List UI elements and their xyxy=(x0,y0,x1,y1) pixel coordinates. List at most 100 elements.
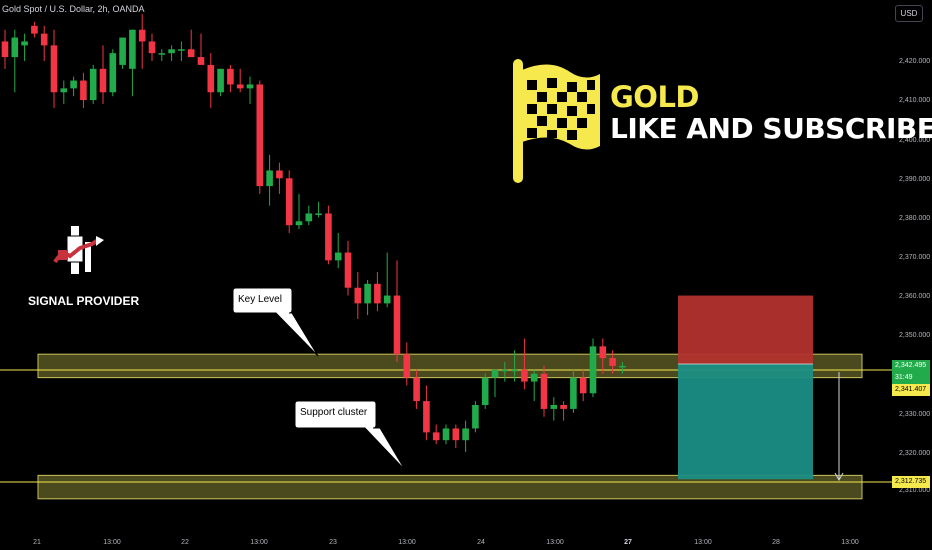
candle-body xyxy=(413,377,420,402)
price-tick: 2,420.000 xyxy=(899,58,931,65)
price-tick: 2,310.000 xyxy=(899,487,931,494)
candle-body xyxy=(472,405,479,429)
candle-body xyxy=(168,49,175,54)
candle-body xyxy=(315,213,322,215)
candle-body xyxy=(187,49,195,58)
time-label: 13:00 xyxy=(398,539,416,546)
candle-body xyxy=(21,41,28,46)
short-position-tool[interactable] xyxy=(678,295,813,480)
price-tick: 2,400.000 xyxy=(899,137,931,144)
time-label: 13:00 xyxy=(546,539,564,546)
price-tick: 2,330.000 xyxy=(899,411,931,418)
support-cluster-callout[interactable] xyxy=(294,400,406,471)
stop-loss-zone xyxy=(678,295,813,364)
candle-body xyxy=(619,365,626,368)
candle-body xyxy=(285,178,293,226)
candle-body xyxy=(550,405,558,409)
candle-body xyxy=(70,80,77,89)
bar-countdown-tag: 31:49 xyxy=(892,372,930,384)
candle-body xyxy=(276,170,283,179)
candle-body xyxy=(364,283,371,304)
candle-body xyxy=(80,80,87,101)
candle-body xyxy=(423,401,430,433)
time-label: 21 xyxy=(33,539,41,546)
candle-body xyxy=(325,213,332,261)
price-tick: 2,350.000 xyxy=(899,332,931,339)
candle-body xyxy=(227,68,234,85)
checkered-flag-icon xyxy=(513,59,600,183)
price-tick: 2,410.000 xyxy=(899,97,931,104)
candle-body xyxy=(462,428,469,441)
candle-body xyxy=(119,37,126,65)
time-label: 22 xyxy=(181,539,189,546)
candle-body xyxy=(344,252,352,288)
candle-body xyxy=(393,295,401,355)
candle-body xyxy=(511,369,518,372)
candle-body xyxy=(579,377,587,394)
candle-body xyxy=(609,358,616,366)
candle-body xyxy=(207,64,215,93)
candle-body xyxy=(530,373,538,382)
time-label: 13:00 xyxy=(694,539,712,546)
zones-layer xyxy=(0,353,892,500)
take-profit-zone xyxy=(678,363,813,480)
time-label: 24 xyxy=(477,539,485,546)
candle-body xyxy=(60,88,68,93)
candle-body xyxy=(236,84,244,89)
time-label: 27 xyxy=(624,539,632,546)
time-label: 28 xyxy=(772,539,780,546)
candle-body xyxy=(570,377,577,409)
candle-body xyxy=(491,369,499,378)
symbol-title: Gold Spot / U.S. Dollar, 2h, OANDA xyxy=(2,4,145,14)
price-tick: 2,380.000 xyxy=(899,215,931,222)
price-tick: 2,370.000 xyxy=(899,254,931,261)
time-label: 23 xyxy=(329,539,337,546)
candle-body xyxy=(295,221,303,226)
candle-body xyxy=(501,369,509,372)
candle-body xyxy=(442,428,450,441)
currency-button[interactable]: USD xyxy=(895,5,923,22)
current-price-tag: 2,342.495 xyxy=(892,360,930,372)
candle-body xyxy=(540,373,548,409)
candle-body xyxy=(178,49,185,51)
time-label: 13:00 xyxy=(250,539,268,546)
candle-body xyxy=(256,84,264,187)
candle-body xyxy=(109,53,117,93)
candle-body xyxy=(334,252,342,261)
price-tick: 2,390.000 xyxy=(899,176,931,183)
candle-body xyxy=(11,37,19,58)
target-arrow xyxy=(834,372,844,482)
candle-body xyxy=(197,57,205,65)
candle-body xyxy=(217,68,224,93)
candle-body xyxy=(374,283,381,304)
candle-body xyxy=(521,369,528,382)
candle-body xyxy=(383,295,391,304)
candle-body xyxy=(354,287,362,304)
candles-layer xyxy=(1,14,626,452)
time-label: 13:00 xyxy=(103,539,121,546)
candle-body xyxy=(158,53,166,55)
candle-body xyxy=(129,29,136,69)
time-label: 13:00 xyxy=(841,539,859,546)
candle-body xyxy=(560,405,567,409)
candle-body xyxy=(481,377,489,405)
candle-body xyxy=(452,428,460,441)
call-to-action: LIKE AND SUBSCRIBE! xyxy=(610,112,932,145)
candle-body xyxy=(599,346,607,359)
candle-body xyxy=(266,170,273,187)
candle-body xyxy=(31,25,38,34)
candle-body xyxy=(305,213,313,222)
candle-body xyxy=(40,33,48,46)
signal-provider-logo-icon xyxy=(53,226,104,274)
candle-body xyxy=(246,84,254,89)
support-price-tag: 2,312.735 xyxy=(892,476,930,488)
support-cluster-label: Support cluster xyxy=(300,407,368,418)
signal-provider-label: SIGNAL PROVIDER xyxy=(28,294,140,308)
key-level-callout[interactable] xyxy=(232,287,319,357)
key-level-label: Key Level xyxy=(238,294,282,305)
candle-body xyxy=(89,68,97,101)
candle-body xyxy=(589,346,597,394)
price-tick: 2,360.000 xyxy=(899,293,931,300)
candle-body xyxy=(403,354,411,378)
